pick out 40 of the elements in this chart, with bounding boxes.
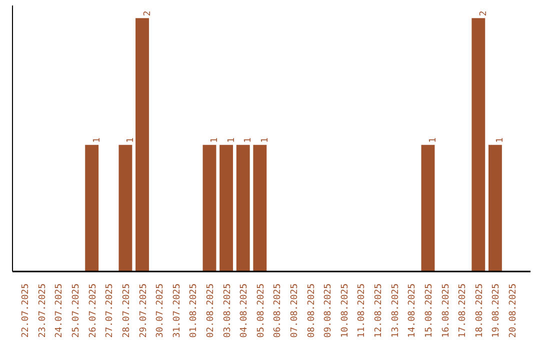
data-label: 1 xyxy=(126,137,136,143)
data-label: 1 xyxy=(244,137,254,143)
x-tick-label: 07.08.2025 xyxy=(290,283,300,338)
x-tick-label: 19.08.2025 xyxy=(492,283,502,338)
x-tick-label: 09.08.2025 xyxy=(324,283,334,338)
x-tick-label: 25.07.2025 xyxy=(72,283,82,338)
data-label: 1 xyxy=(92,137,102,143)
x-tick-label: 15.08.2025 xyxy=(424,283,434,338)
x-tick-label: 31.07.2025 xyxy=(172,283,182,338)
x-tick-label: 06.08.2025 xyxy=(273,283,284,338)
x-tick-label: 23.07.2025 xyxy=(38,283,48,338)
x-tick-label: 13.08.2025 xyxy=(390,283,401,338)
x-tick-label: 20.08.2025 xyxy=(508,283,519,338)
x-tick-label: 04.08.2025 xyxy=(240,283,250,338)
x-tick-label: 17.08.2025 xyxy=(458,283,468,338)
data-label: 1 xyxy=(210,137,220,143)
data-label: 1 xyxy=(496,137,506,143)
x-tick-label: 29.07.2025 xyxy=(138,283,149,338)
data-label: 2 xyxy=(478,10,489,16)
x-tick-label: 14.08.2025 xyxy=(408,283,418,338)
x-tick-label: 08.08.2025 xyxy=(306,283,317,338)
x-tick-label: 30.07.2025 xyxy=(156,283,166,338)
x-tick-label: 01.08.2025 xyxy=(189,283,200,338)
x-tick-label: 03.08.2025 xyxy=(222,283,233,338)
data-label: 1 xyxy=(226,137,237,143)
data-label: 1 xyxy=(428,137,438,143)
x-tick-label: 12.08.2025 xyxy=(374,283,384,338)
x-tick-label: 11.08.2025 xyxy=(357,283,368,338)
x-tick-label: 05.08.2025 xyxy=(256,283,266,338)
x-tick-label: 02.08.2025 xyxy=(206,283,216,338)
x-tick-label: 18.08.2025 xyxy=(474,283,485,338)
x-tick-label: 10.08.2025 xyxy=(340,283,350,338)
x-tick-label: 24.07.2025 xyxy=(54,283,65,338)
data-label: 2 xyxy=(142,10,153,16)
x-tick-label: 16.08.2025 xyxy=(441,283,452,338)
x-tick-label: 26.07.2025 xyxy=(88,283,98,338)
x-tick-label: 27.07.2025 xyxy=(105,283,116,338)
x-tick-label: 28.07.2025 xyxy=(122,283,132,338)
data-label: 1 xyxy=(260,137,270,143)
x-tick-label: 22.07.2025 xyxy=(21,283,32,338)
